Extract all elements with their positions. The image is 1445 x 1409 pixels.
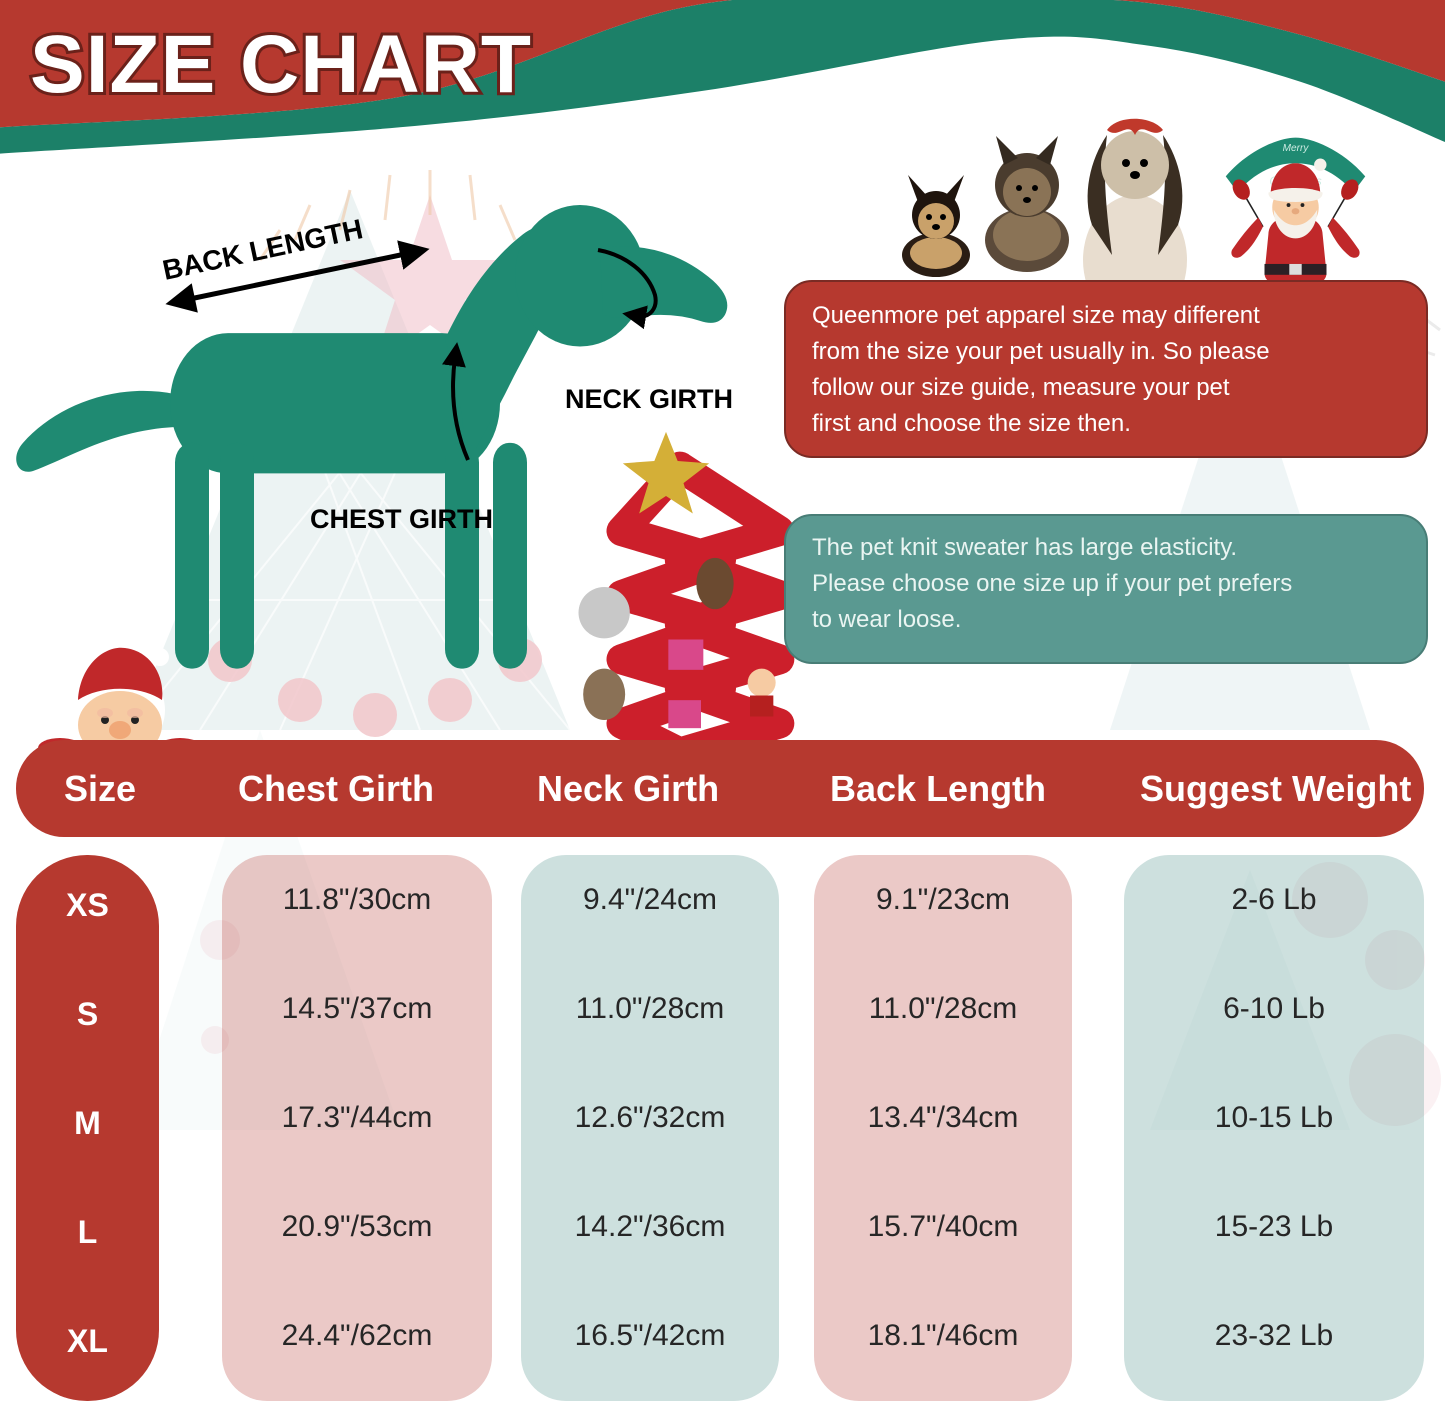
svg-text:Merry: Merry: [1283, 143, 1310, 154]
svg-text:NECK GIRTH: NECK GIRTH: [565, 384, 733, 414]
svg-text:CHEST GIRTH: CHEST GIRTH: [310, 504, 493, 534]
svg-text:BACK LENGTH: BACK LENGTH: [160, 213, 366, 286]
